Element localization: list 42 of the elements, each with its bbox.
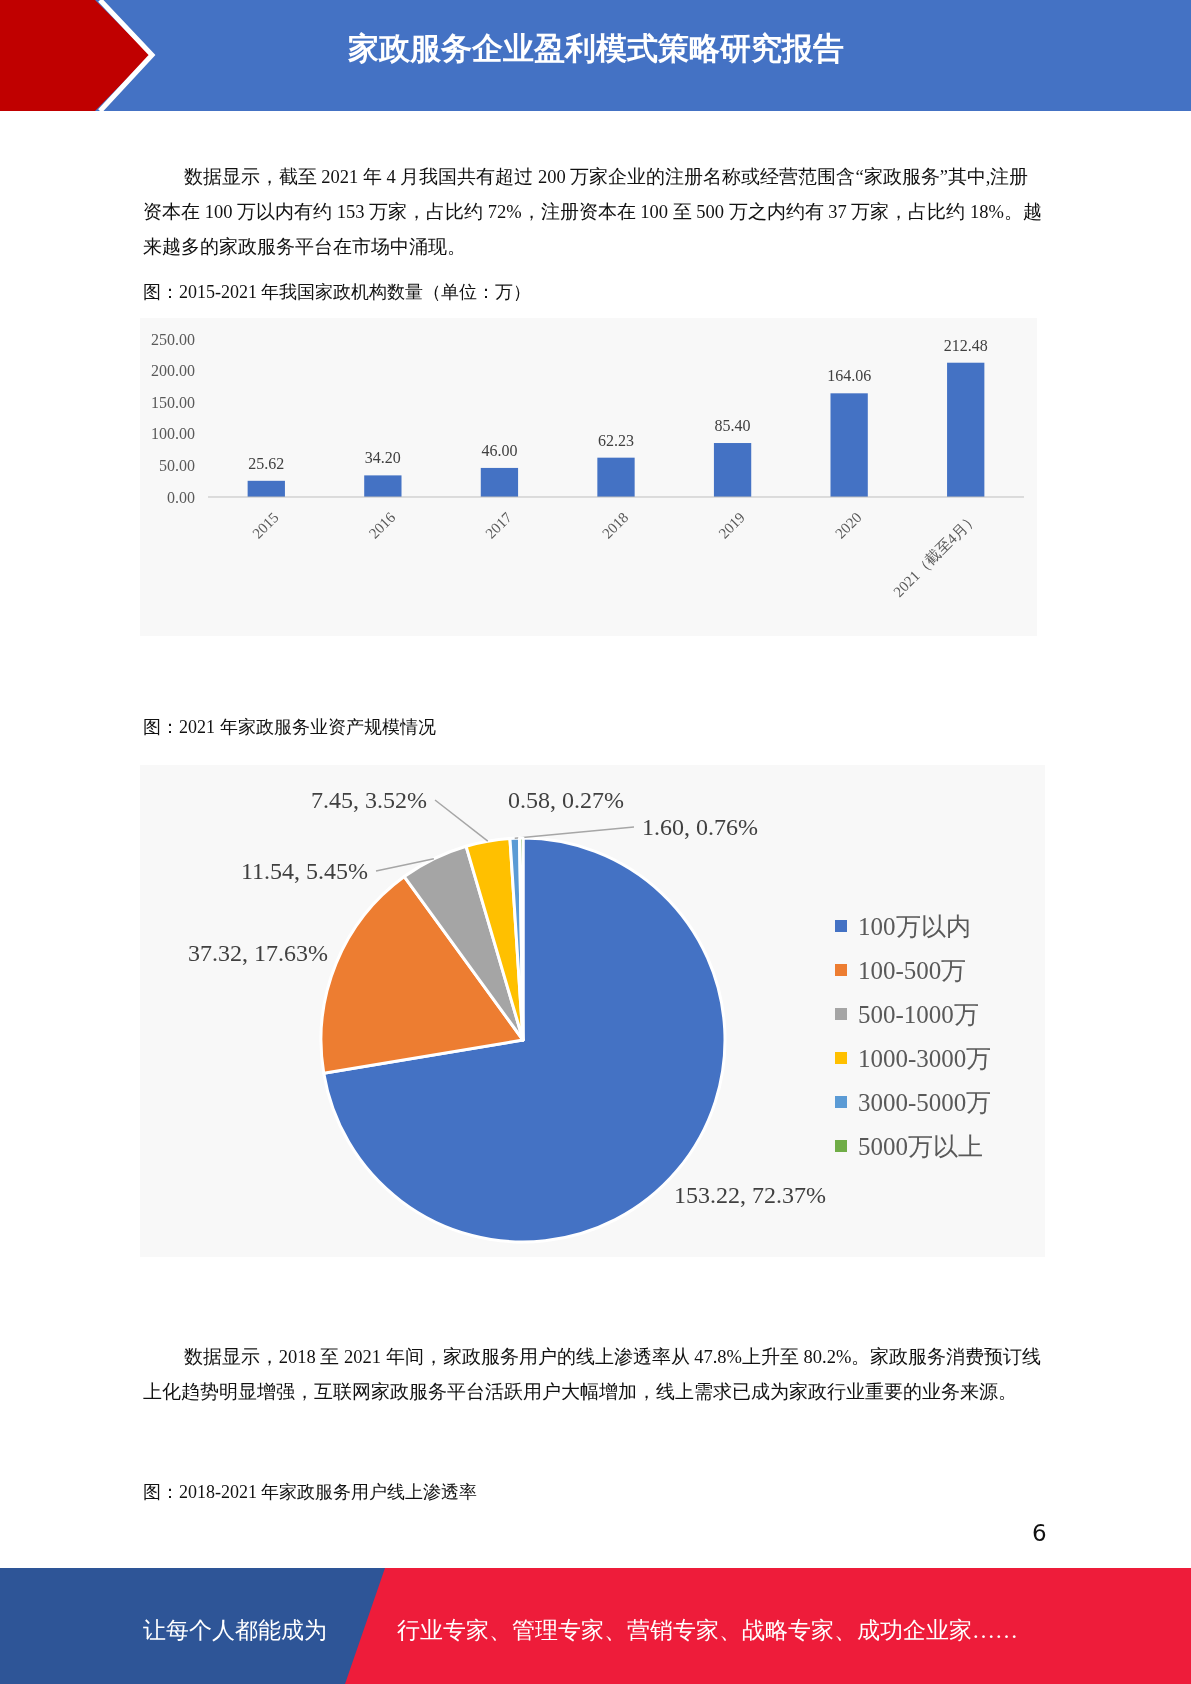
data-label: 37.32, 17.63%	[188, 940, 328, 966]
y-tick-label: 50.00	[159, 456, 195, 474]
y-tick-label: 0.00	[167, 488, 195, 506]
data-label: 153.22, 72.37%	[674, 1182, 826, 1208]
data-label: 7.45, 3.52%	[311, 787, 427, 813]
legend-label: 5000万以上	[858, 1132, 983, 1160]
bar	[597, 457, 635, 497]
bar	[713, 443, 752, 497]
y-tick-label: 250.00	[151, 330, 195, 348]
text: 行业专家、管理专家、营销专家、战略专家、成功企业家……	[397, 1617, 1018, 1645]
data-label: 25.62	[248, 454, 285, 472]
text: 图：2018-2021 年家政服务用户线上渗透率	[143, 1481, 478, 1504]
y-tick-label: 200.00	[151, 362, 195, 380]
legend-label: 100-500万	[858, 956, 967, 984]
bar	[480, 467, 519, 497]
legend-label: 1000-3000万	[858, 1044, 992, 1072]
bar	[947, 362, 985, 497]
data-label: 164.06	[827, 367, 872, 385]
text: 让每个人都能成为	[143, 1617, 327, 1645]
bar	[364, 475, 402, 497]
text: 家政服务企业盈利模式策略研究报告	[346, 29, 845, 68]
text: 6	[1032, 1520, 1047, 1546]
bar	[830, 393, 868, 497]
y-tick-label: 150.00	[151, 393, 195, 411]
chart-title: 图：2021 年家政服务业资产规模情况	[143, 716, 436, 739]
chart-title: 图：2015-2021 年我国家政机构数量（单位：万）	[143, 281, 532, 304]
data-label: 34.20	[364, 449, 401, 467]
text: 数据显示，2018 至 2021 年间，家政服务用户的线上渗透率从 47.8%上升至 80.2%。家政服务消费预订线上化趋势明显增强，互联网家政服务平台活跃用户大幅增加，线上需求已成为家政行业重要的业务来源。	[143, 1346, 1043, 1404]
bar	[247, 480, 285, 497]
data-label: 0.58, 0.27%	[508, 787, 624, 813]
data-label: 212.48	[943, 336, 988, 354]
y-tick-label: 100.00	[151, 425, 195, 443]
x-tick-label: 2021（截至4月）	[890, 509, 982, 601]
data-label: 1.60, 0.76%	[642, 814, 758, 840]
data-label: 46.00	[481, 441, 518, 459]
data-label: 11.54, 5.45%	[240, 858, 368, 884]
legend-label: 100万以内	[858, 912, 971, 940]
data-label: 85.40	[714, 417, 751, 435]
data-label: 62.23	[598, 431, 634, 449]
legend-label: 3000-5000万	[858, 1088, 992, 1116]
text: 数据显示，截至 2021 年 4 月我国共有超过 200 万家企业的注册名称或经营范围含“家政服务”其中,注册资本在 100 万以内有约 153 万家，占比约 72%，注册资本在 100 至 500 万之内约有 37 万家，占比约 18%。越来越多的家政服务平台在市场中涌现。	[143, 166, 1043, 259]
legend-label: 500-1000万	[858, 1000, 979, 1028]
